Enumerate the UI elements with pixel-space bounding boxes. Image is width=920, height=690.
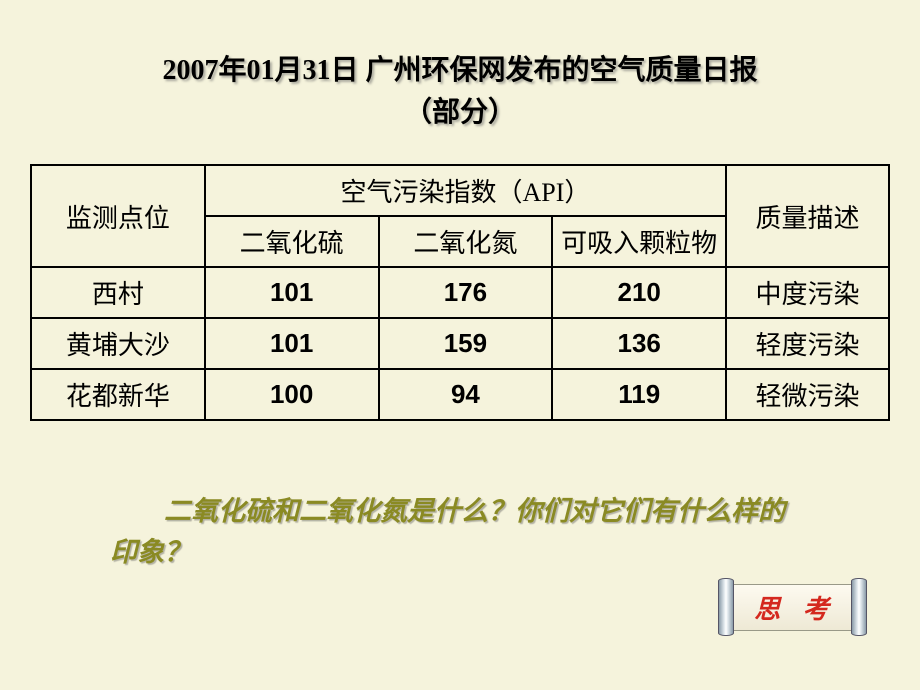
cell-no2: 159	[379, 318, 553, 369]
table-row: 花都新华 100 94 119 轻微污染	[31, 369, 889, 420]
cell-so2: 101	[205, 318, 379, 369]
cell-no2: 94	[379, 369, 553, 420]
header-location: 监测点位	[31, 165, 205, 267]
title-line-1: 2007年01月31日 广州环保网发布的空气质量日报	[0, 50, 920, 92]
header-quality: 质量描述	[726, 165, 889, 267]
header-pm: 可吸入颗粒物	[552, 216, 726, 267]
cell-desc: 轻微污染	[726, 369, 889, 420]
scroll-roll-left-icon	[718, 578, 734, 636]
cell-desc: 中度污染	[726, 267, 889, 318]
cell-desc: 轻度污染	[726, 318, 889, 369]
question-text: 二氧化硫和二氧化氮是什么？你们对它们有什么样的印象？	[110, 491, 810, 572]
scroll-roll-right-icon	[851, 578, 867, 636]
cell-no2: 176	[379, 267, 553, 318]
think-scroll-label: 思 考	[720, 580, 865, 635]
cell-pm: 210	[552, 267, 726, 318]
table-row: 黄埔大沙 101 159 136 轻度污染	[31, 318, 889, 369]
header-api-group: 空气污染指数（API）	[205, 165, 726, 216]
question-block: 二氧化硫和二氧化氮是什么？你们对它们有什么样的印象？	[0, 491, 920, 572]
table-header-row-1: 监测点位 空气污染指数（API） 质量描述	[31, 165, 889, 216]
cell-location: 花都新华	[31, 369, 205, 420]
header-no2: 二氧化氮	[379, 216, 553, 267]
cell-pm: 136	[552, 318, 726, 369]
cell-location: 西村	[31, 267, 205, 318]
header-so2: 二氧化硫	[205, 216, 379, 267]
title-line-2: （部分）	[0, 92, 920, 134]
air-quality-table: 监测点位 空气污染指数（API） 质量描述 二氧化硫 二氧化氮 可吸入颗粒物 西…	[30, 164, 890, 421]
cell-location: 黄埔大沙	[31, 318, 205, 369]
scroll-text: 思 考	[748, 589, 837, 626]
cell-so2: 101	[205, 267, 379, 318]
table-row: 西村 101 176 210 中度污染	[31, 267, 889, 318]
title-block: 2007年01月31日 广州环保网发布的空气质量日报 （部分）	[0, 0, 920, 164]
cell-pm: 119	[552, 369, 726, 420]
cell-so2: 100	[205, 369, 379, 420]
